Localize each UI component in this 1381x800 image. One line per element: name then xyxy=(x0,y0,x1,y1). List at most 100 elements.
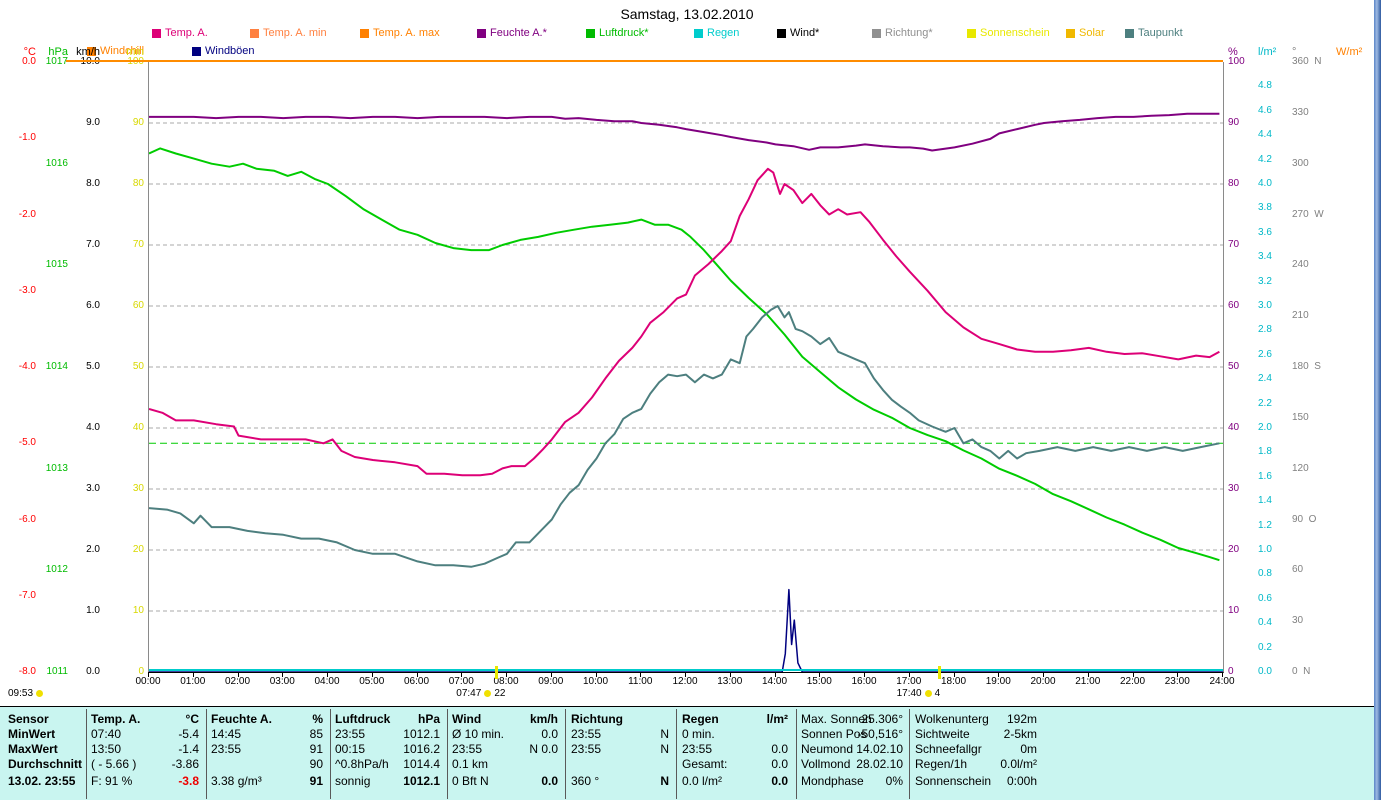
tick-label: 360 N xyxy=(1292,56,1322,67)
stat-label: 0.1 km xyxy=(452,757,489,771)
tick-label: 0.4 xyxy=(1258,617,1272,629)
tick-label: 0 xyxy=(1228,666,1234,677)
axis-unit-label: °C xyxy=(23,46,36,58)
tick-label: 70 xyxy=(132,239,144,250)
tick-label: 80 xyxy=(1228,178,1240,189)
stat-row: Schneefallgr 0m xyxy=(915,742,1037,757)
x-tick-label: 10:00 xyxy=(582,676,609,687)
stat-row: Neumond 14.02.10 xyxy=(801,742,903,757)
tick-label: 0 xyxy=(138,666,144,677)
stat-value: °C xyxy=(185,712,199,726)
stat-column-luftdruck: Luftdruck hPa 23:55 1012.1 00:15 1016.2 ^0.8hP… xyxy=(335,707,440,800)
tick-label: 0.8 xyxy=(1258,568,1272,580)
stat-row: Luftdruck hPa xyxy=(335,712,440,727)
legend-item-temp-a-min: Temp. A. min xyxy=(250,27,327,39)
stat-value: N xyxy=(660,742,669,756)
info-column-1: Max. Sonnen 25.306° Sonnen Pos -50,516° Neum… xyxy=(801,707,903,800)
tick-label: 2.8 xyxy=(1258,324,1272,336)
stat-row: 0 min. xyxy=(682,727,788,742)
stat-value: 0.0 xyxy=(771,742,788,756)
legend-swatch-icon xyxy=(152,28,161,38)
tick-label: 3.8 xyxy=(1258,202,1272,214)
sunset-annotation: 17:40 4 xyxy=(897,688,941,699)
stat-row: 23:55 N 0.0 xyxy=(452,742,558,757)
stat-value: hPa xyxy=(417,712,440,726)
x-tick-label: 05:00 xyxy=(359,676,385,687)
stat-value: -3.8 xyxy=(178,774,199,788)
stat-value: 1014.4 xyxy=(403,757,440,771)
stat-label: 23:55 xyxy=(335,727,366,741)
series-luftdruck xyxy=(149,147,1220,562)
axis-hpa: hPa 1017 1016 1015 1014 1013 1012 1011 xyxy=(40,0,68,700)
panel-separator xyxy=(330,709,331,799)
stat-label: Luftdruck xyxy=(335,712,391,726)
stat-value: -50,516° xyxy=(857,727,904,741)
sun-icon xyxy=(924,690,932,697)
tick-label: 90 xyxy=(132,117,144,128)
series-temp-a xyxy=(149,167,1220,477)
tick-label: 1.2 xyxy=(1258,519,1272,531)
stat-row: 23:55 N xyxy=(571,727,669,742)
stat-row: Temp. A. °C xyxy=(91,712,199,727)
stat-label: Sonnenschein xyxy=(915,774,992,788)
stat-row: Max. Sonnen 25.306° xyxy=(801,712,903,727)
x-tick-label: 12:00 xyxy=(672,676,698,687)
legend-swatch-icon xyxy=(87,46,96,56)
x-tick-label: 21:00 xyxy=(1075,676,1101,687)
tick-label: 300 xyxy=(1292,157,1309,169)
tick-label: 70 xyxy=(1228,239,1240,250)
tick-label: 60 xyxy=(1292,564,1304,576)
legend-label: Regen xyxy=(707,27,740,39)
tick-label: 10 xyxy=(132,605,144,616)
stat-row: 3.38 g/m³ 91 xyxy=(211,774,323,789)
tick-label: -1.0 xyxy=(18,132,36,144)
stat-value: 0.0 xyxy=(771,757,788,771)
legend-row-1: Temp. A. Temp. A. min Temp. A. max Feuchte … xyxy=(0,27,1374,40)
stat-value: 1016.2 xyxy=(403,742,440,756)
stat-row: Feuchte A.% xyxy=(211,712,323,727)
sun-icon xyxy=(36,690,44,697)
x-tick-label: 08:00 xyxy=(493,676,519,687)
x-tick-label: 20:00 xyxy=(1030,676,1056,687)
stat-row: 14:45 85 xyxy=(211,727,323,742)
tick-label: 50 xyxy=(132,361,144,372)
legend-item-temp-a-max: Temp. A. max xyxy=(360,27,440,39)
stat-row: 90 xyxy=(211,757,323,772)
x-tick-label: 00:00 xyxy=(135,676,161,687)
tick-label: 1013 xyxy=(45,462,68,474)
stat-row: 23:55 0.0 xyxy=(682,742,788,757)
chart-plot-area[interactable] xyxy=(148,62,1224,673)
stat-row: MaxWert xyxy=(8,742,83,757)
stat-value: 25.306° xyxy=(861,712,903,726)
stat-label: Mondphase xyxy=(801,774,864,788)
axis-unit-label: W/m² xyxy=(1336,46,1363,58)
axis-lm2: l/m² 4.8 4.6 4.4 4.2 4.0 3.8 3.6 3.4 3.2 3.0 2.8 2.6… xyxy=(1258,0,1288,700)
stat-label: Gesamt: xyxy=(682,757,728,771)
legend-swatch-icon xyxy=(192,46,201,56)
tick-label: -8.0 xyxy=(18,666,36,677)
stat-value: 0.0l/m² xyxy=(1000,757,1037,771)
tick-label: 3.4 xyxy=(1258,251,1272,263)
legend-label: Taupunkt xyxy=(1138,27,1183,39)
x-tick-mark xyxy=(908,672,910,677)
stat-row: 360 ° N xyxy=(571,774,669,789)
tick-label: 90 xyxy=(1228,117,1240,128)
axis-tempC: °C 0.0 -1.0 -2.0 -3.0 -4.0 -5.0 -6.0 -7.0 -8.0 xyxy=(4,0,36,700)
stat-label: 360 ° xyxy=(571,774,600,788)
sunrise-annotation: 07:47 22 xyxy=(456,688,505,699)
stat-value: -3.86 xyxy=(171,757,199,771)
tick-label: 8.0 xyxy=(86,178,100,189)
panel-separator xyxy=(565,709,566,799)
x-tick-mark xyxy=(595,672,597,677)
legend-swatch-icon xyxy=(250,28,259,38)
annotation-time: 09:53 xyxy=(8,688,34,699)
tick-label: 2.0 xyxy=(86,544,100,555)
stat-value: 2-5km xyxy=(1003,727,1037,741)
tick-label: 2.6 xyxy=(1258,348,1272,360)
tick-label: -4.0 xyxy=(18,361,36,372)
stat-value: 192m xyxy=(1006,712,1037,726)
window-border xyxy=(1374,0,1381,800)
x-tick-mark xyxy=(774,672,776,677)
stat-label: Wolkenunterg xyxy=(915,712,989,726)
stat-label: 00:15 xyxy=(335,742,366,756)
